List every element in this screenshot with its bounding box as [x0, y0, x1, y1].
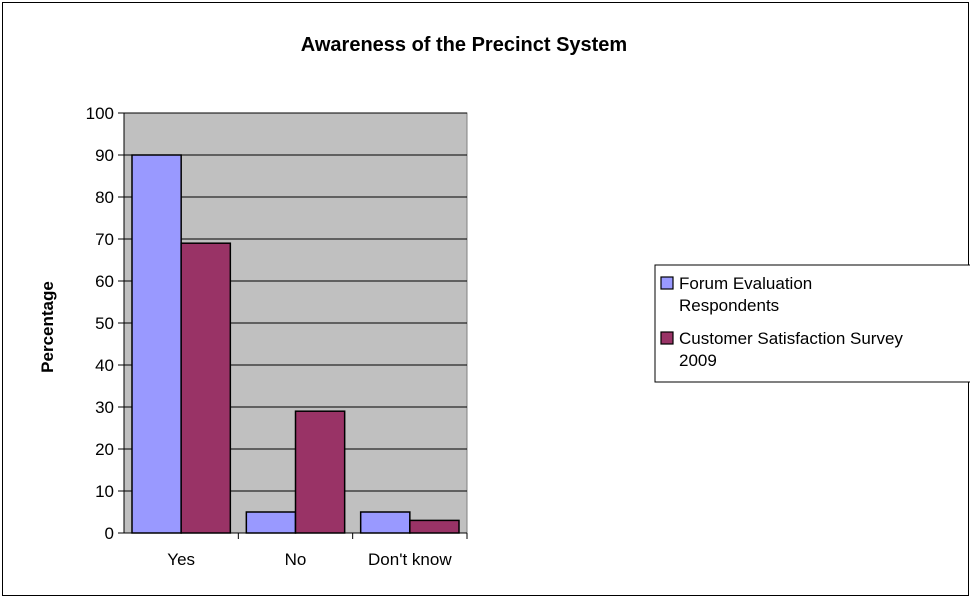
y-tick-label: 70: [95, 230, 114, 249]
legend-swatch: [660, 276, 674, 290]
y-tick-label: 90: [95, 146, 114, 165]
x-tick-label: Yes: [167, 550, 195, 569]
y-tick-label: 0: [105, 524, 114, 543]
bar: [245, 511, 297, 534]
chart-svg: Awareness of the Precinct System Percent…: [38, 34, 970, 569]
bar: [409, 519, 460, 534]
y-tick-label: 60: [95, 272, 114, 291]
legend-label: Customer Satisfaction Survey 2009: [679, 329, 903, 370]
y-tick-label: 30: [95, 398, 114, 417]
plot-area: 0 10 20 30 40 50 60 70 80 90 100 Yes No Don't know: [86, 104, 468, 569]
legend-label: Forum Evaluation Respondents: [679, 274, 812, 315]
bar: [180, 242, 232, 534]
bar: [131, 154, 182, 534]
y-tick-label: 40: [95, 356, 114, 375]
legend-box: [654, 264, 970, 383]
chart-title: Awareness of the Precinct System: [301, 34, 627, 56]
x-tick-label: No: [285, 550, 307, 569]
y-tick-label: 50: [95, 314, 114, 333]
bar: [294, 410, 346, 534]
legend-swatch: [660, 331, 674, 345]
y-tick-label: 80: [95, 188, 114, 207]
bar: [359, 511, 411, 534]
y-tick-label: 10: [95, 482, 114, 501]
x-tick-label: Don't know: [368, 550, 452, 569]
legend: Forum Evaluation Respondents Customer Sati…: [654, 264, 970, 383]
y-tick-label: 20: [95, 440, 114, 459]
y-axis-label: Percentage: [38, 281, 57, 373]
y-tick-label: 100: [86, 104, 114, 123]
